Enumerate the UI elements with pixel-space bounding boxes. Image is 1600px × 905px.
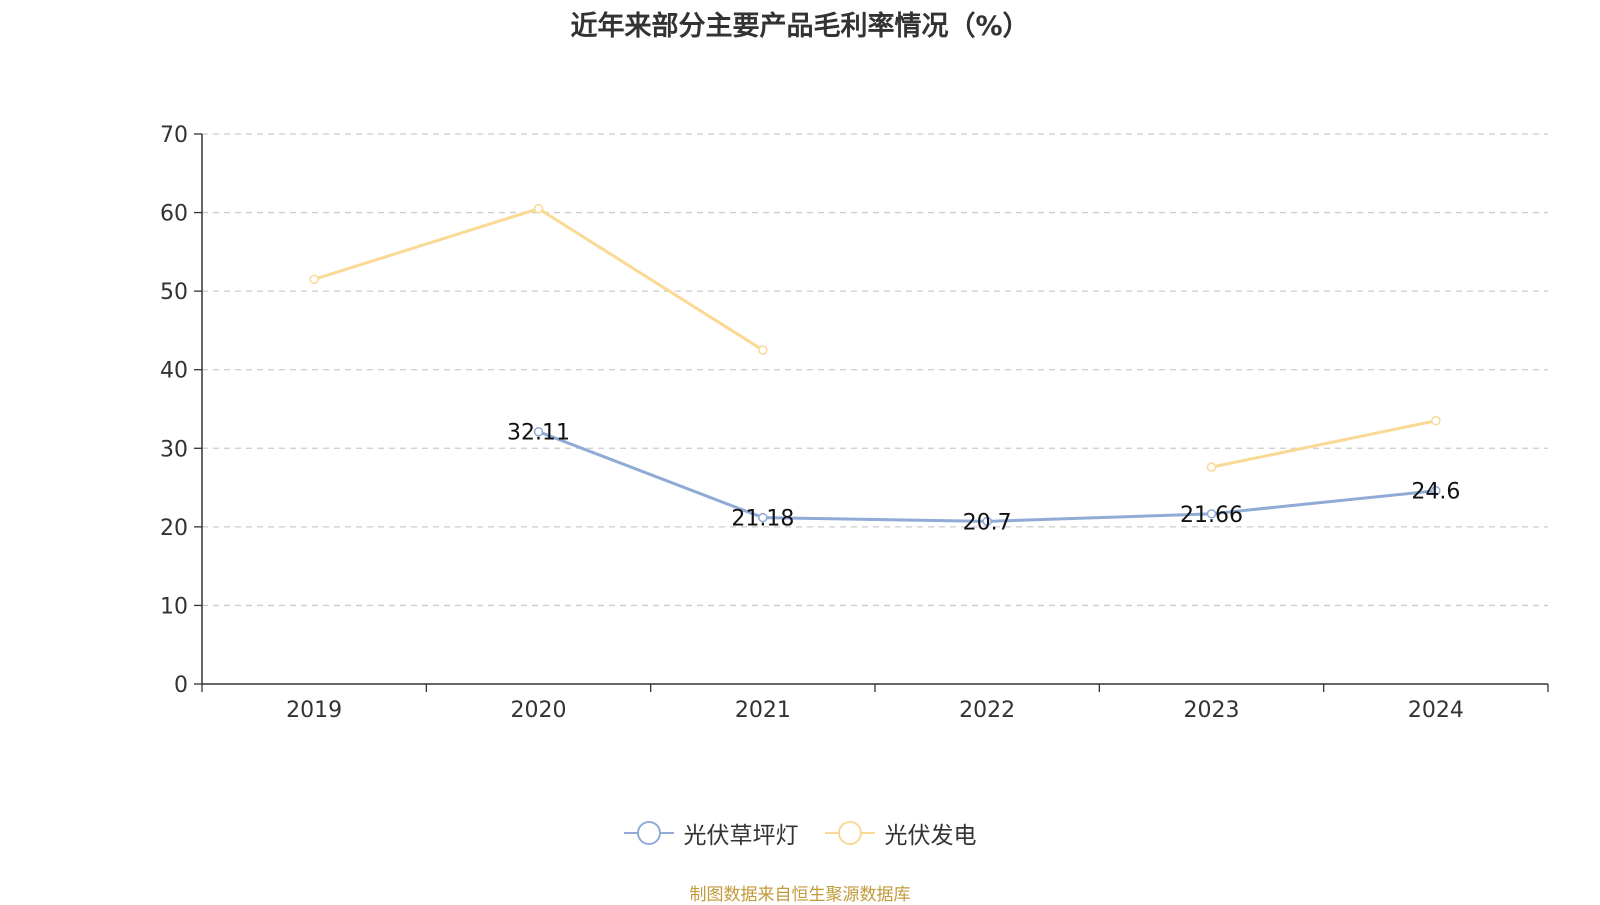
y-tick-label-50: 50: [160, 280, 188, 305]
series-0-point-2021: [758, 512, 768, 523]
data-labels: 32.11 21.18 20.7 21.66 24.6: [507, 421, 1460, 536]
y-tick-label-0: 0: [174, 673, 188, 698]
data-label-series-0-2022: 20.7: [963, 510, 1012, 535]
x-tick-label-2024: 2024: [1408, 698, 1464, 723]
data-label-series-0-2024: 24.6: [1411, 480, 1460, 505]
legend-swatch-series-0: [623, 821, 674, 845]
data-source-note: 制图数据来自恒生聚源数据库: [689, 885, 911, 905]
x-tick-label-2021: 2021: [735, 698, 791, 723]
chart-title: 近年来部分主要产品毛利率情况（%）: [570, 11, 1030, 42]
y-tick-label-30: 30: [160, 437, 188, 462]
data-label-series-0-2021: 21.18: [731, 507, 794, 532]
x-tick-label-2023: 2023: [1184, 698, 1240, 723]
series-1-line-segment-0: [312, 207, 765, 352]
series-1-point-2023: [1206, 462, 1217, 472]
x-tick-label-2020: 2020: [511, 698, 567, 723]
legend-label-series-1: 光伏发电: [884, 823, 977, 849]
series-1-point-2019: [309, 274, 319, 285]
data-label-series-0-2020: 32.11: [507, 421, 570, 446]
legend: 光伏草坪灯 光伏发电: [0, 816, 1600, 850]
series-0-line-segment-0: [537, 430, 1438, 523]
data-label-series-0-2023: 21.66: [1180, 503, 1243, 528]
y-tick-label-60: 60: [160, 202, 188, 227]
series: [309, 203, 1441, 527]
series-1-line-segment-1: [1210, 419, 1438, 469]
series-0-point-2024: [1431, 485, 1441, 496]
legend-label-series-0: 光伏草坪灯: [683, 823, 799, 849]
gridlines: [202, 133, 1548, 607]
series-0-point-2022: [982, 516, 992, 527]
x-tick-label-2022: 2022: [959, 698, 1015, 723]
series-1-point-2020: [533, 203, 544, 214]
legend-item-series-0[interactable]: 光伏草坪灯: [623, 816, 799, 850]
series-1-point-2024: [1431, 416, 1441, 426]
x-tick-label-2019: 2019: [286, 698, 342, 723]
y-tick-label-70: 70: [160, 123, 188, 148]
series-1-point-2021: [758, 345, 768, 355]
series-0-point-2023: [1206, 509, 1217, 519]
legend-swatch-series-1: [824, 821, 875, 845]
y-tick-label-40: 40: [160, 359, 188, 384]
y-tick-label-20: 20: [160, 516, 188, 541]
axes: 0 10 20 30 40 50 60 70 2019 2020 2021 2022 2023 2024: [160, 123, 1549, 723]
legend-item-series-1[interactable]: 光伏发电: [824, 816, 977, 850]
series-0-point-2020: [533, 426, 544, 437]
y-tick-label-10: 10: [160, 594, 188, 619]
